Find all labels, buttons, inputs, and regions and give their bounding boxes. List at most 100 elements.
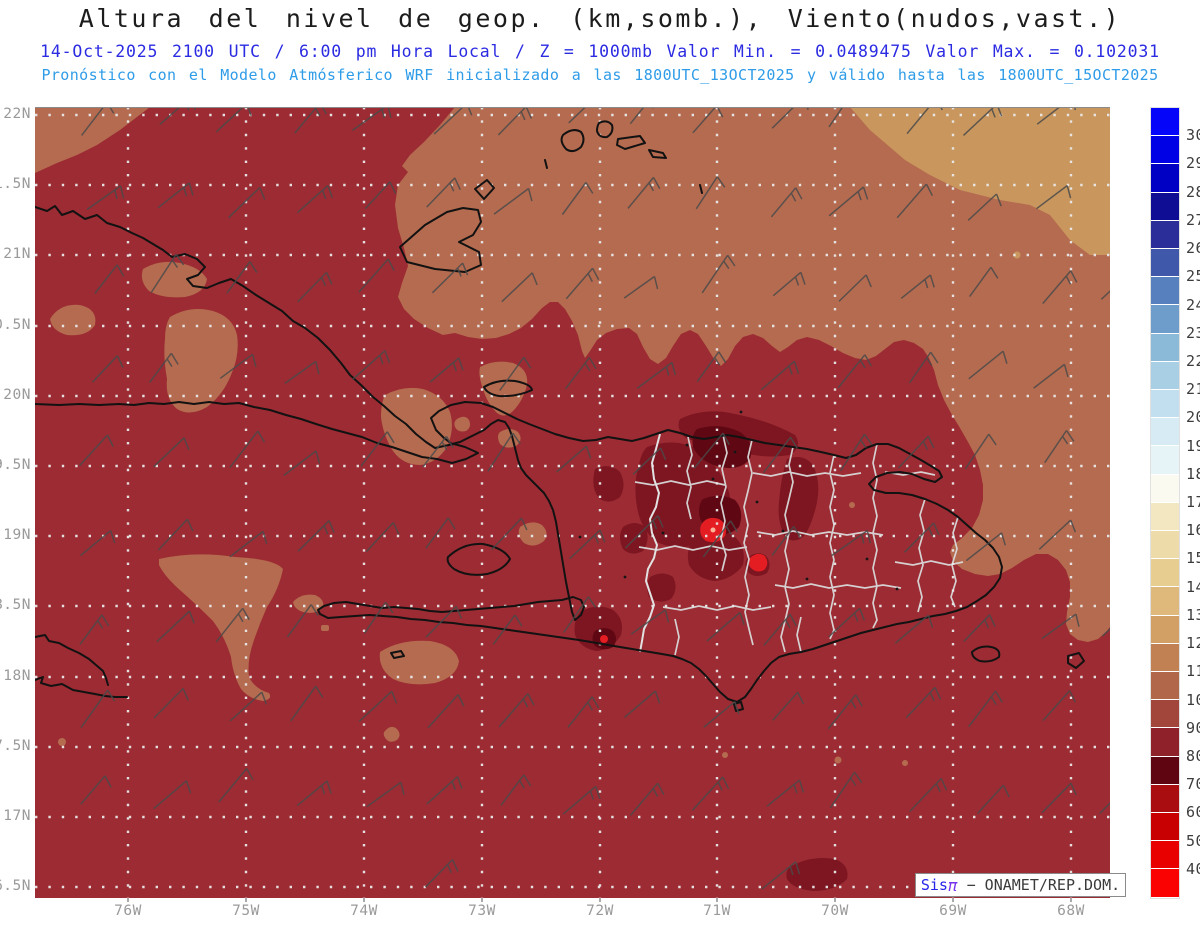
wind-barb	[828, 607, 866, 638]
colorbar-block	[1151, 136, 1179, 165]
wind-barb	[1100, 290, 1110, 300]
colorbar-tick-label: 140	[1186, 577, 1200, 596]
wind-barb	[422, 435, 454, 468]
colorbar-tick-label: 290	[1186, 154, 1200, 173]
wind-barb	[497, 107, 533, 136]
colorbar-block	[1151, 784, 1179, 814]
wind-barb	[365, 522, 400, 553]
colorbar-block	[1151, 220, 1179, 250]
wind-barb	[1041, 613, 1080, 640]
colorbar-tick-label: 250	[1186, 267, 1200, 286]
wind-barb	[492, 614, 523, 645]
wind-barb	[909, 777, 948, 813]
colorbar-tick-label: 170	[1186, 493, 1200, 511]
wind-barb	[627, 176, 661, 209]
jamaica-coastline	[35, 634, 128, 698]
wind-barb	[1099, 802, 1110, 815]
wind-barb	[229, 691, 268, 722]
wind-barb	[157, 182, 194, 209]
colorbar-tick-label: 60	[1186, 803, 1200, 822]
wind-barb	[556, 445, 592, 473]
wind-barb	[693, 432, 730, 469]
wind-barb	[431, 262, 469, 294]
lat-tick-label: 6.5N	[0, 878, 31, 894]
wind-barb	[968, 690, 1003, 728]
turks-caicos-islands	[544, 120, 703, 194]
colorbar-tick-label: 300	[1186, 126, 1200, 145]
wind-barb	[563, 596, 597, 633]
lat-tick-label: 0.5N	[0, 317, 31, 333]
wind-barb	[964, 433, 997, 470]
colorbar-block	[1151, 192, 1179, 221]
wind-barb	[1033, 363, 1069, 389]
wind-barbs-layer	[78, 107, 1110, 890]
wind-barb	[360, 431, 395, 467]
wind-barb	[364, 181, 397, 210]
wind-barb	[1036, 185, 1072, 210]
wind-barb	[215, 107, 252, 133]
lon-tick-mark	[127, 897, 129, 902]
wind-barb	[900, 274, 935, 299]
lat-tick-label: 19N	[3, 527, 31, 543]
valid-time-line: 14-Oct-2025 2100 UTC / 6:00 pm Hora Loca…	[40, 42, 1160, 61]
wind-barb	[896, 183, 934, 219]
wind-barb	[897, 435, 935, 469]
wind-barb	[968, 266, 999, 298]
wind-barb	[894, 614, 934, 644]
colorbar-block	[1151, 643, 1179, 673]
wind-barb	[762, 436, 798, 474]
wind-barb	[761, 861, 801, 890]
wind-barb	[567, 696, 600, 728]
lon-tick-mark	[1070, 897, 1072, 902]
watermark-box: Sis π − ONAMET/REP.DOM.	[915, 873, 1126, 897]
lon-tick-label: 74W	[350, 903, 378, 919]
wind-barb	[500, 774, 532, 806]
field-tan-patches	[35, 107, 908, 766]
field-sandy-corner	[850, 107, 1110, 255]
colorbar-tick-label: 70	[1186, 775, 1200, 794]
wind-barb	[629, 782, 665, 816]
colorbar-block	[1151, 249, 1179, 278]
tortue-island	[483, 379, 533, 398]
lon-tick-mark	[834, 897, 836, 902]
colorbar-block	[1151, 700, 1179, 729]
lon-tick-mark	[599, 897, 601, 902]
lat-tick-label: 17N	[3, 808, 31, 824]
wind-barb	[153, 437, 190, 468]
colorbar-block	[1151, 277, 1179, 306]
colorbar-labels: 300 290 280 270 260 250 240 230 220 210 200 190 180 1…	[1186, 107, 1200, 907]
wind-barb	[290, 685, 324, 722]
colorbar-block	[1151, 531, 1179, 560]
colorbar-tick-label: 210	[1186, 380, 1200, 399]
wind-barb	[695, 176, 726, 210]
wind-barb	[830, 529, 872, 557]
haiti-dr-border	[639, 433, 661, 653]
wind-barb	[696, 351, 727, 383]
watermark-org: ONAMET/REP.DOM.	[984, 876, 1121, 894]
wind-barb	[624, 515, 664, 549]
lat-tick-label: 21N	[3, 246, 31, 262]
colorbar-block	[1151, 841, 1179, 870]
wind-barb	[499, 356, 532, 392]
wind-barb	[80, 775, 112, 805]
wind-barb	[283, 450, 321, 476]
wind-barb	[828, 107, 844, 128]
colorbar-tick-label: 110	[1186, 662, 1200, 681]
wind-barb	[766, 779, 805, 807]
wind-barb	[568, 107, 587, 124]
saona-island	[971, 645, 1001, 663]
wind-barb	[829, 771, 863, 809]
wind-barb	[564, 357, 597, 390]
wind-barb	[219, 353, 257, 379]
wind-barb	[838, 274, 872, 302]
lon-tick-label: 68W	[1057, 903, 1085, 919]
lon-tick-label: 72W	[586, 903, 614, 919]
graticule-dotted-gridlines	[35, 107, 1110, 898]
colorbar-tick-label: 270	[1186, 210, 1200, 229]
wind-barb	[493, 187, 533, 215]
lat-tick-label: 7.5N	[0, 738, 31, 754]
colorbar-block	[1151, 108, 1179, 137]
colorbar-tick-label: 130	[1186, 605, 1200, 624]
colorbar-block	[1151, 446, 1179, 475]
